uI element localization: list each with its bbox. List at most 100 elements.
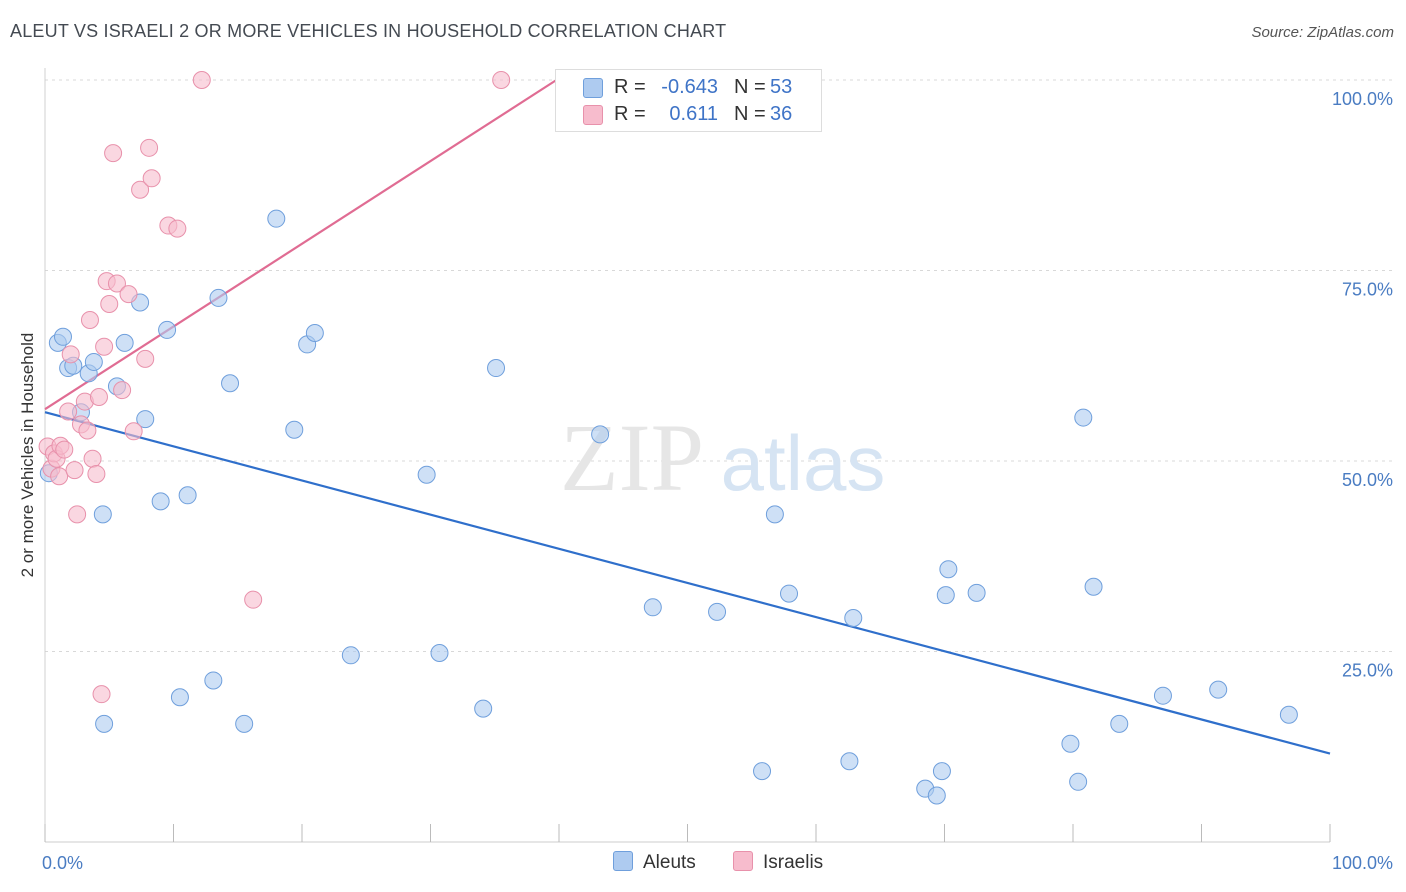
israeli-trend-line bbox=[44, 79, 558, 411]
grid-lines bbox=[45, 79, 1392, 652]
aleut-point bbox=[1061, 734, 1080, 753]
israeli-point bbox=[95, 337, 114, 356]
legend-row-aleuts: R = -0.643 N = 53 bbox=[556, 74, 821, 101]
legend-n-label: N = bbox=[734, 103, 766, 125]
israeli-point bbox=[87, 464, 106, 483]
israeli-point bbox=[136, 349, 155, 368]
watermark-zip: ZIP bbox=[560, 404, 704, 511]
legend-n-value: 36 bbox=[770, 103, 793, 125]
aleut-point bbox=[474, 699, 493, 718]
y-tick-label: 50.0% bbox=[1342, 470, 1393, 490]
aleut-point bbox=[235, 714, 254, 733]
bottom-legend-label-israelis: Israelis bbox=[763, 852, 824, 873]
israeli-point bbox=[80, 311, 99, 330]
legend-swatch-israelis bbox=[583, 105, 603, 125]
aleut-point bbox=[932, 762, 951, 781]
bottom-legend-swatch-israelis bbox=[733, 851, 753, 871]
aleut-point bbox=[93, 505, 112, 524]
aleut-point bbox=[84, 352, 103, 371]
israeli-point bbox=[65, 461, 84, 480]
aleut-point bbox=[115, 333, 134, 352]
data-points bbox=[38, 71, 1298, 805]
aleut-point bbox=[53, 327, 72, 346]
aleut-point bbox=[939, 560, 958, 579]
trend-lines bbox=[44, 79, 1331, 755]
israeli-point bbox=[59, 402, 78, 421]
aleut-point bbox=[967, 583, 986, 602]
aleut-point bbox=[209, 288, 228, 307]
bottom-legend-label-aleuts: Aleuts bbox=[643, 852, 696, 873]
israeli-point bbox=[131, 180, 150, 199]
israeli-point bbox=[68, 505, 87, 524]
aleut-point bbox=[341, 646, 360, 665]
bottom-legend-aleuts: Aleuts bbox=[613, 851, 696, 874]
israeli-point bbox=[61, 345, 80, 364]
israeli-point bbox=[107, 274, 126, 293]
israeli-point bbox=[55, 440, 74, 459]
stats-legend: R = -0.643 N = 53 R = 0.611 N = 36 bbox=[555, 69, 822, 132]
aleut-point bbox=[844, 608, 863, 627]
aleut-point bbox=[136, 410, 155, 429]
chart-title: ALEUT VS ISRAELI 2 OR MORE VEHICLES IN H… bbox=[10, 21, 727, 41]
x-tick-label-max: 100.0% bbox=[1332, 853, 1393, 873]
israeli-point bbox=[50, 467, 69, 486]
israeli-point bbox=[92, 685, 111, 704]
israeli-point bbox=[140, 138, 159, 157]
aleut-point bbox=[1279, 705, 1298, 724]
legend-r-label: R = bbox=[614, 103, 646, 125]
aleut-point bbox=[221, 374, 240, 393]
aleut-point bbox=[267, 209, 286, 228]
aleut-point bbox=[305, 323, 324, 342]
source-label: Source: ZipAtlas.com bbox=[1251, 24, 1394, 41]
israeli-point bbox=[78, 421, 97, 440]
y-tick-label: 25.0% bbox=[1342, 661, 1393, 681]
aleut-point bbox=[591, 425, 610, 444]
legend-n-label: N = bbox=[734, 76, 766, 98]
aleut-point bbox=[95, 714, 114, 733]
y-tick-label: 100.0% bbox=[1332, 89, 1393, 109]
x-tick-label-min: 0.0% bbox=[42, 853, 83, 873]
aleut-point bbox=[1110, 714, 1129, 733]
aleut-point bbox=[643, 598, 662, 617]
aleut-point bbox=[285, 420, 304, 439]
bottom-legend-swatch-aleuts bbox=[613, 851, 633, 871]
aleut-point bbox=[151, 492, 170, 511]
legend-r-value: -0.643 bbox=[661, 76, 718, 98]
aleut-point bbox=[780, 584, 799, 603]
israeli-point bbox=[113, 381, 132, 400]
aleut-trend-line bbox=[44, 411, 1331, 755]
aleut-point bbox=[1209, 680, 1228, 699]
aleut-point bbox=[487, 359, 506, 378]
bottom-legend-israelis: Israelis bbox=[733, 851, 823, 874]
aleut-point bbox=[840, 752, 859, 771]
israeli-point bbox=[119, 285, 138, 304]
aleut-point bbox=[1069, 772, 1088, 791]
watermark-atlas: atlas bbox=[721, 419, 886, 507]
israeli-point bbox=[244, 590, 263, 609]
aleut-point bbox=[204, 671, 223, 690]
aleut-point bbox=[158, 320, 177, 339]
y-axis-label: 2 or more Vehicles in Household bbox=[18, 333, 37, 578]
aleut-point bbox=[765, 505, 784, 524]
tick-labels: 25.0% 50.0% 75.0% 100.0% 0.0% 100.0% bbox=[42, 89, 1393, 873]
aleut-point bbox=[936, 586, 955, 605]
aleut-point bbox=[1074, 408, 1093, 427]
y-tick-label: 75.0% bbox=[1342, 280, 1393, 300]
aleut-point bbox=[417, 465, 436, 484]
israeli-point bbox=[492, 71, 511, 89]
israeli-point bbox=[142, 169, 161, 188]
legend-row-israelis: R = 0.611 N = 36 bbox=[556, 101, 821, 128]
israeli-point bbox=[89, 387, 108, 406]
israeli-point bbox=[168, 219, 187, 238]
israeli-point bbox=[104, 144, 123, 163]
israeli-point bbox=[83, 449, 102, 468]
israeli-point bbox=[100, 295, 119, 314]
legend-swatch-aleuts bbox=[583, 78, 603, 98]
aleut-point bbox=[178, 486, 197, 505]
aleut-point bbox=[1153, 686, 1172, 705]
aleut-point bbox=[1084, 577, 1103, 596]
aleut-point bbox=[430, 644, 449, 663]
aleut-point bbox=[708, 602, 727, 621]
aleut-point bbox=[927, 786, 946, 805]
